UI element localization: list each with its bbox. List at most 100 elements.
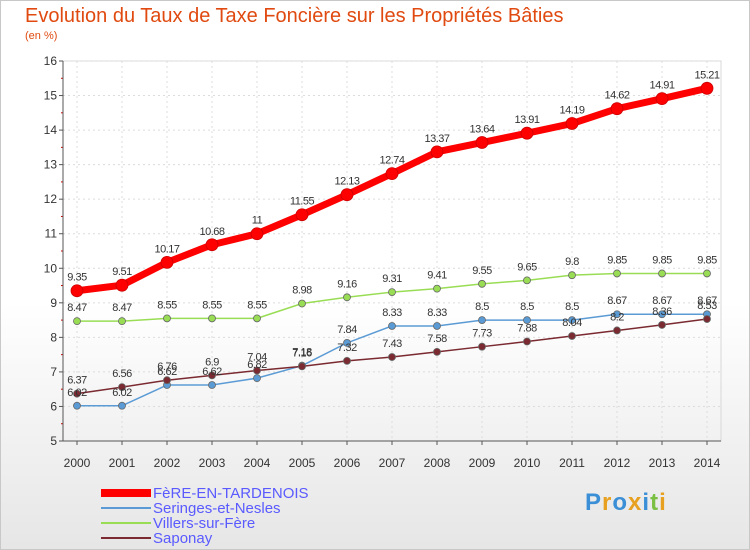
x-tick-label: 2000	[64, 456, 91, 470]
data-label: 6.62	[202, 366, 222, 378]
data-label: 6.62	[157, 366, 177, 378]
data-label: 8.98	[292, 285, 312, 297]
data-label: 13.37	[424, 133, 449, 145]
data-point	[298, 362, 306, 371]
data-label: 9.85	[607, 254, 627, 266]
data-point	[118, 401, 126, 410]
data-point	[658, 321, 666, 329]
data-point	[565, 117, 579, 130]
data-point	[73, 389, 81, 398]
data-label: 8.67	[697, 295, 717, 307]
chart-title: Evolution du Taux de Taxe Foncière sur l…	[25, 5, 564, 27]
data-label: 8.67	[652, 295, 672, 307]
legend-label: Villers-sur-Fère	[153, 515, 256, 532]
data-label: 7.58	[427, 333, 447, 345]
y-tick-label: 12	[44, 192, 58, 206]
proxiti-logo: Proxiti	[585, 489, 667, 517]
x-tick-label: 2011	[559, 456, 585, 470]
data-label: 6.82	[247, 359, 267, 371]
data-point	[343, 293, 351, 302]
data-label: 12.13	[334, 176, 359, 188]
data-point	[205, 238, 219, 252]
data-label: 11.55	[290, 196, 315, 208]
logo-letter: r	[602, 489, 613, 516]
data-point	[568, 332, 576, 340]
chart-subtitle: (en %)	[25, 30, 58, 42]
data-point	[433, 284, 441, 293]
y-tick-label: 7	[50, 365, 57, 379]
legend-swatch	[101, 489, 151, 497]
x-tick-label: 2005	[289, 456, 316, 470]
data-label: 11	[252, 215, 263, 227]
data-label: 13.91	[514, 114, 539, 126]
data-point	[253, 366, 261, 375]
data-label: 6.76	[157, 361, 177, 373]
x-tick-label: 2013	[649, 456, 676, 470]
data-point	[703, 315, 711, 323]
data-point	[385, 167, 399, 181]
data-label: 8.47	[67, 302, 87, 314]
data-point	[478, 342, 486, 351]
data-label: 9.51	[112, 266, 132, 278]
data-label: 7.43	[382, 338, 402, 350]
data-label: 9.65	[517, 261, 537, 273]
data-point	[610, 102, 624, 116]
data-point	[430, 145, 444, 159]
x-tick-label: 2004	[244, 456, 271, 470]
data-point	[700, 81, 714, 95]
data-point	[73, 401, 81, 410]
legend-swatch	[101, 507, 151, 509]
data-label: 8.53	[697, 300, 717, 312]
data-point	[163, 314, 171, 323]
data-point	[613, 269, 621, 278]
data-label: 8.47	[112, 302, 132, 314]
data-point	[250, 227, 264, 241]
data-point	[298, 299, 306, 308]
data-point	[658, 269, 666, 278]
data-point	[208, 314, 216, 323]
data-label: 7.84	[337, 324, 357, 336]
logo-letter: t	[650, 489, 660, 516]
data-label: 9.55	[472, 265, 492, 277]
data-label: 14.19	[559, 105, 584, 117]
data-label: 7.04	[247, 352, 267, 364]
legend-swatch	[101, 537, 151, 539]
data-label: 9.85	[697, 254, 717, 266]
data-label: 7.18	[292, 347, 312, 359]
data-point	[655, 92, 669, 106]
data-point	[568, 271, 576, 280]
data-point	[658, 310, 666, 319]
y-tick-label: 5	[50, 434, 57, 448]
y-tick-label: 6	[50, 399, 57, 413]
data-label: 14.62	[604, 90, 629, 102]
x-tick-label: 2012	[604, 456, 631, 470]
x-tick-label: 2002	[154, 456, 181, 470]
data-point	[340, 188, 354, 202]
data-label: 9.41	[427, 270, 447, 282]
data-point	[295, 208, 309, 222]
x-tick-label: 2008	[424, 456, 451, 470]
data-label: 12.74	[379, 155, 404, 167]
legend-label: Saponay	[153, 530, 213, 547]
data-label: 8.33	[382, 307, 402, 319]
data-point	[343, 338, 351, 347]
data-label: 9.8	[565, 256, 579, 268]
data-label: 8.55	[202, 299, 222, 311]
data-label: 8.2	[610, 311, 624, 323]
data-point	[523, 316, 531, 324]
data-point	[208, 381, 216, 389]
data-label: 8.5	[520, 301, 534, 313]
data-label: 7.73	[472, 328, 492, 340]
data-label: 13.64	[469, 124, 494, 136]
data-label: 6.56	[112, 368, 132, 380]
data-label: 10.17	[154, 243, 179, 255]
y-tick-label: 11	[45, 227, 58, 241]
data-point	[478, 316, 486, 324]
data-point	[433, 322, 441, 330]
data-label: 8.33	[427, 307, 447, 319]
data-point	[388, 288, 396, 297]
data-label: 6.9	[205, 356, 219, 368]
data-label: 9.85	[652, 254, 672, 266]
data-point	[523, 337, 531, 346]
data-label: 15.21	[694, 69, 719, 81]
